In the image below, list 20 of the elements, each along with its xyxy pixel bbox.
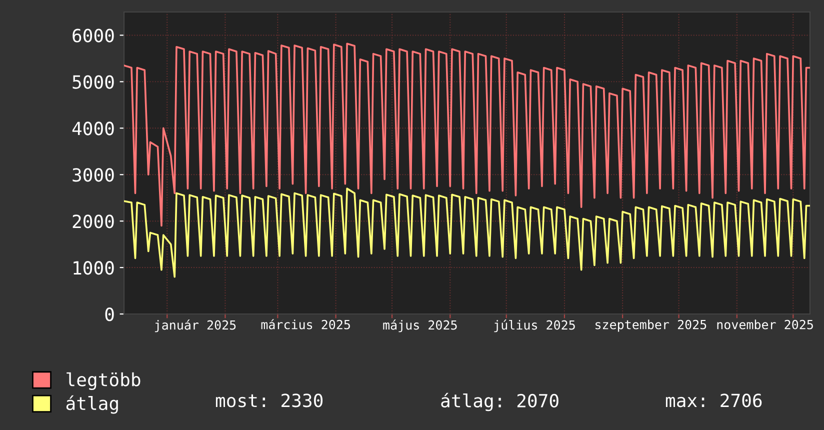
text: max: 2706: [666, 394, 762, 408]
y-tick-label: 4000: [72, 122, 114, 136]
text: átlag: 2070: [441, 392, 558, 412]
y-tick-label: 3000: [72, 168, 114, 182]
legend-label: átlag: [66, 395, 118, 414]
y-tick-label: 0: [105, 308, 114, 322]
x-tick-label: szeptember 2025: [596, 320, 706, 332]
line-series: [124, 188, 810, 278]
legend-label: legtöbb: [66, 372, 140, 390]
x-tick-label: május 2025: [383, 320, 457, 332]
x-tick-label: március 2025: [261, 319, 350, 330]
x-tick-label: január 2025: [154, 320, 236, 332]
y-tick-label: 2000: [72, 214, 114, 228]
text: most: 2330: [216, 394, 323, 408]
x-tick-label: november 2025: [717, 320, 813, 330]
line-series: [124, 42, 810, 227]
y-tick-label: 1000: [74, 261, 114, 275]
y-tick-label: 5000: [72, 75, 114, 89]
x-tick-label: július 2025: [494, 320, 575, 332]
y-tick-label: 6000: [72, 28, 114, 42]
